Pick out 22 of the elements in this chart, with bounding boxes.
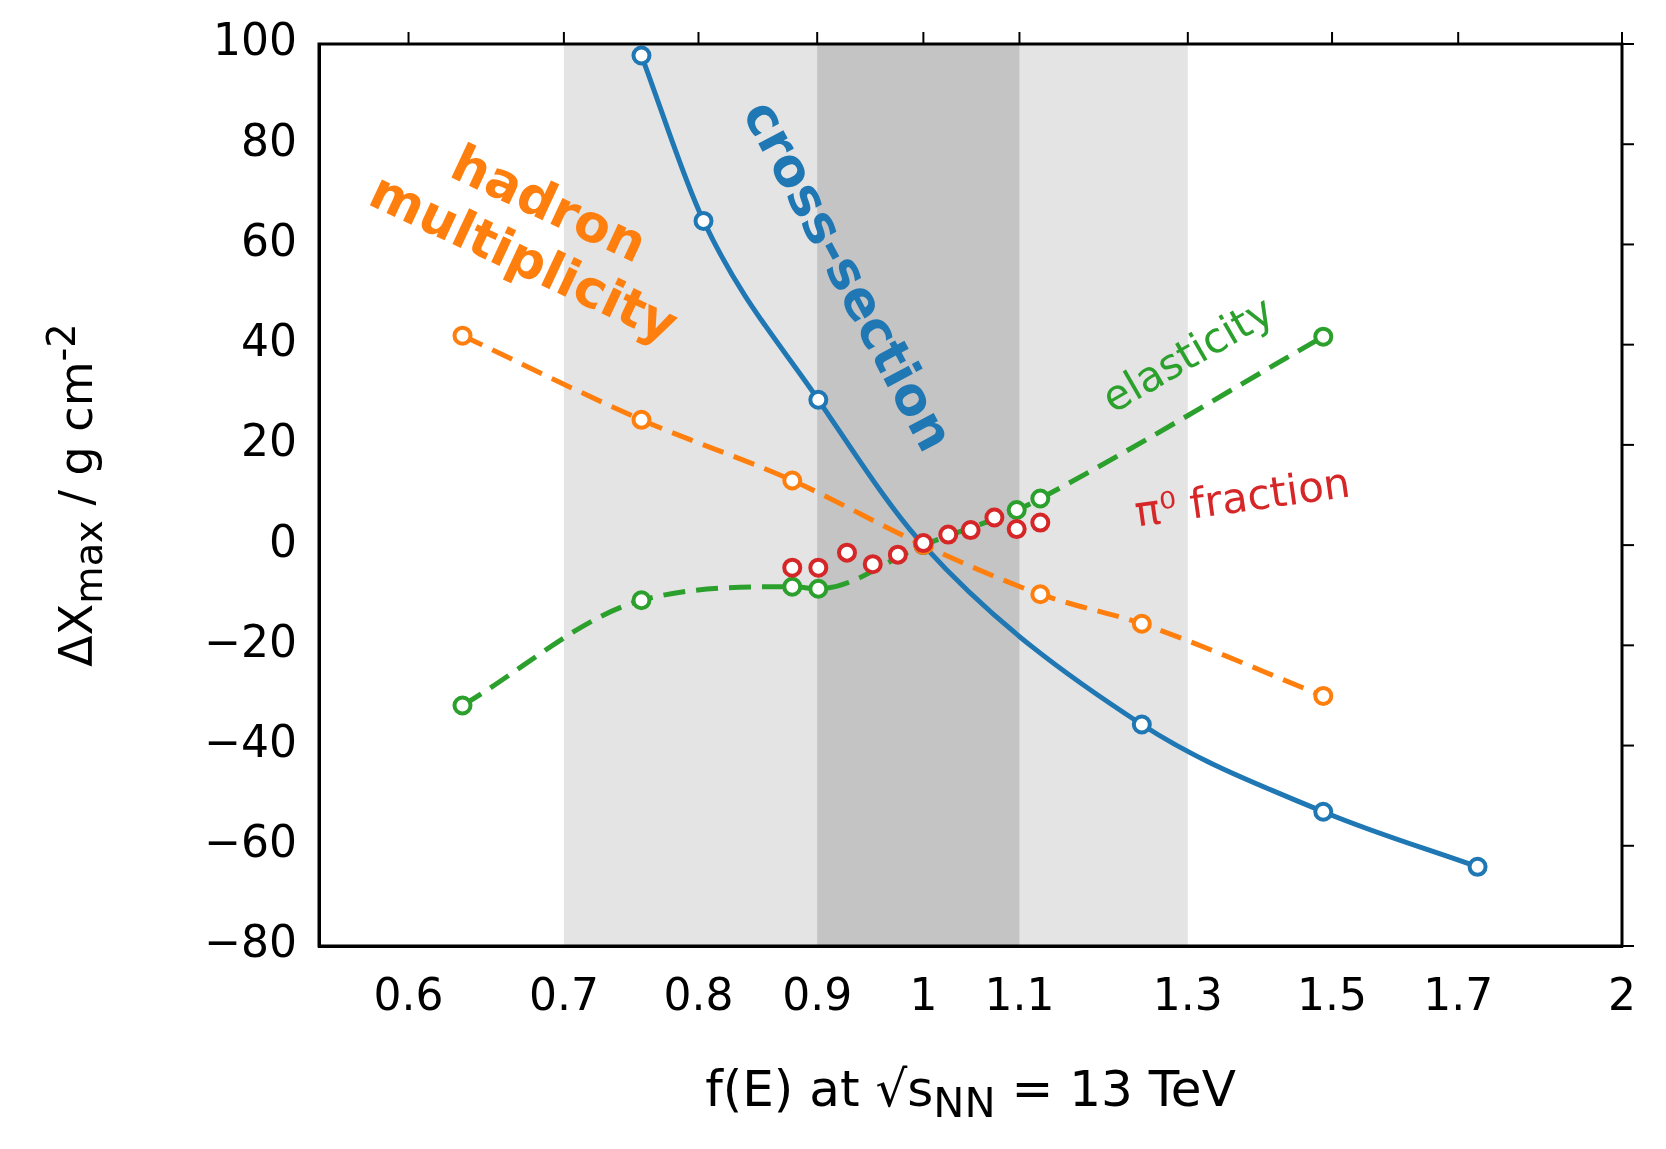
y-tick-label: 20 xyxy=(241,415,297,467)
text: π⁰ fraction xyxy=(1131,457,1354,537)
y-tick-label: 40 xyxy=(241,315,297,367)
y-tick-label: −40 xyxy=(204,715,297,767)
y-tick-label: 0 xyxy=(269,515,297,567)
x-tick-label: 0.6 xyxy=(373,968,444,1020)
y-tick-label: 80 xyxy=(241,114,297,166)
y-tick-label: −80 xyxy=(204,916,297,968)
x-tick-label: 1 xyxy=(909,968,938,1020)
x-tick-label: 1.5 xyxy=(1297,968,1368,1020)
y-tick-label: 60 xyxy=(241,214,297,266)
x-axis-title: f(E) at √s$_{NN}$ = 13 TeV xyxy=(704,1060,1237,1127)
x-tick-label: 1.3 xyxy=(1152,968,1223,1020)
y-tick-label: 100 xyxy=(213,14,297,66)
y-tick-label: −60 xyxy=(204,816,297,868)
x-tick-label: 2 xyxy=(1608,968,1636,1020)
x-tick-label: 1.7 xyxy=(1423,968,1494,1020)
x-tick-label: 0.9 xyxy=(782,968,853,1020)
x-tick-label: 0.8 xyxy=(663,968,734,1020)
x-tick-label: 1.1 xyxy=(984,968,1055,1020)
y-tick-label: −20 xyxy=(204,615,297,667)
x-tick-label: 0.7 xyxy=(528,968,599,1020)
